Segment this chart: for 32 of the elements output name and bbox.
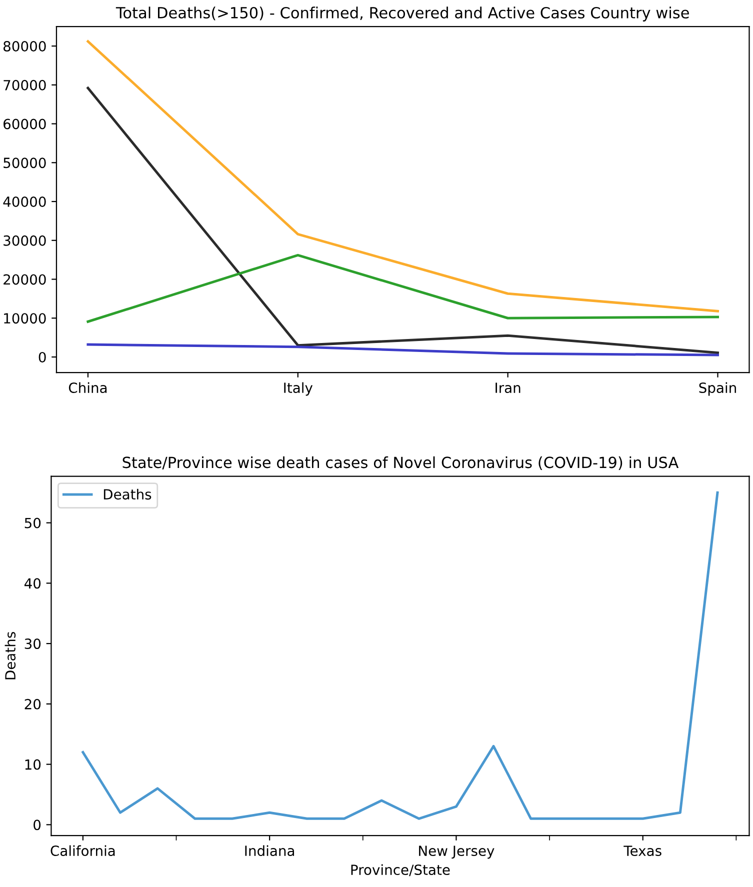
line-series — [86, 40, 719, 312]
x-tick-label: Indiana — [245, 845, 294, 856]
y-tick-label: 60000 — [4, 118, 46, 130]
y-tick-label: 80000 — [4, 41, 46, 52]
chart-title: Total Deaths(>150) - Confirmed, Recovered and Active Cases Country wise — [116, 6, 689, 22]
y-axis-title: Deaths — [4, 632, 16, 680]
line-series — [86, 343, 719, 356]
y-tick-label: 30000 — [4, 235, 46, 246]
y-tick-label: 10000 — [4, 313, 46, 324]
y-tick-label: 10 — [25, 759, 41, 770]
y-tick-label: 50000 — [4, 158, 46, 168]
line-series — [86, 254, 719, 323]
x-tick-label: Texas — [624, 846, 662, 856]
x-tick-label: New Jersey — [419, 846, 494, 859]
y-tick-label: 70000 — [4, 80, 46, 90]
x-axis-title: Province/State — [351, 864, 450, 876]
legend-label: Deaths — [104, 488, 152, 500]
y-tick-label: 0 — [34, 820, 41, 830]
y-tick-label: 20000 — [4, 274, 46, 285]
y-tick-label: 50 — [24, 518, 41, 528]
chart-title: State/Province wise death cases of Novel Coronavirus (COVID-19) in USA — [122, 456, 679, 470]
x-tick-label: China — [68, 382, 107, 394]
y-tick-label: 30 — [24, 638, 41, 650]
x-tick-label: Iran — [496, 382, 520, 394]
line-series — [86, 86, 719, 354]
y-tick-label: 40 — [24, 578, 41, 589]
x-tick-label: Spain — [699, 382, 736, 396]
y-tick-label: 20 — [24, 698, 41, 710]
x-tick-label: California — [50, 845, 115, 856]
y-tick-label: 0 — [38, 352, 46, 362]
y-tick-label: 40000 — [3, 196, 46, 207]
x-tick-label: Italy — [284, 382, 313, 396]
